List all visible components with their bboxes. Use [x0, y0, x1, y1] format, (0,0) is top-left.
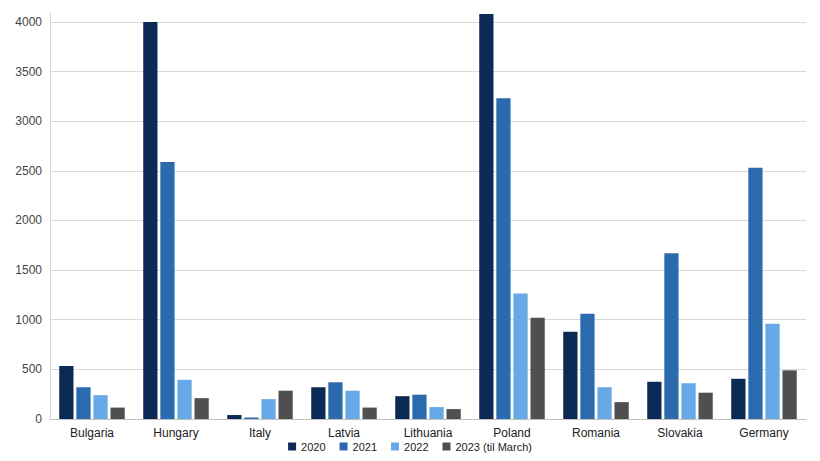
svg-text:Poland: Poland [493, 426, 530, 440]
svg-text:3500: 3500 [15, 65, 42, 79]
svg-text:2500: 2500 [15, 164, 42, 178]
svg-text:2022: 2022 [404, 441, 428, 453]
svg-text:Bulgaria: Bulgaria [70, 426, 114, 440]
svg-text:500: 500 [22, 362, 42, 376]
svg-text:3000: 3000 [15, 114, 42, 128]
svg-text:Romania: Romania [572, 426, 620, 440]
svg-text:2020: 2020 [301, 441, 325, 453]
svg-text:Lithuania: Lithuania [404, 426, 453, 440]
svg-text:Germany: Germany [739, 426, 788, 440]
svg-text:Italy: Italy [249, 426, 271, 440]
svg-text:Latvia: Latvia [328, 426, 360, 440]
svg-text:Hungary: Hungary [153, 426, 198, 440]
svg-text:1000: 1000 [15, 313, 42, 327]
svg-text:2000: 2000 [15, 213, 42, 227]
svg-text:4000: 4000 [15, 15, 42, 29]
svg-text:2021: 2021 [353, 441, 377, 453]
svg-text:0: 0 [35, 412, 42, 426]
svg-text:2023 (til March): 2023 (til March) [455, 441, 531, 453]
svg-text:Slovakia: Slovakia [657, 426, 703, 440]
svg-text:1500: 1500 [15, 263, 42, 277]
